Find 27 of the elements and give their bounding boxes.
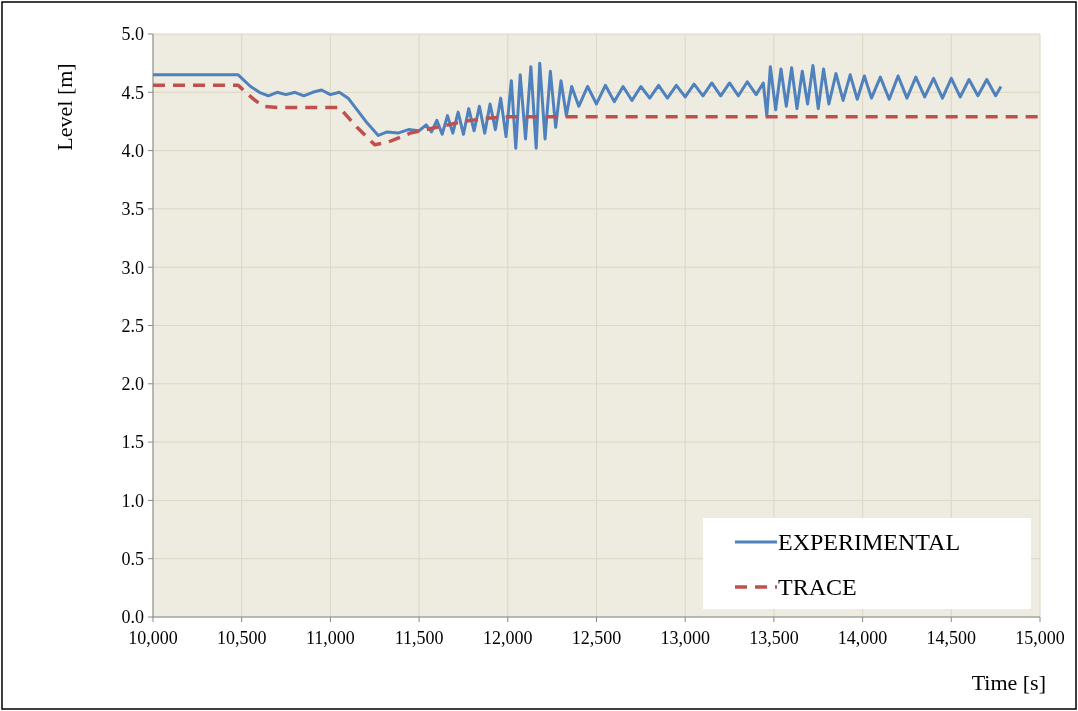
- x-tick-label: 12,500: [571, 628, 622, 648]
- y-tick-label: 3.5: [121, 199, 144, 220]
- x-tick-label: 12,000: [483, 628, 533, 648]
- y-tick-label: 1.5: [121, 432, 144, 453]
- legend-label: TRACE: [778, 574, 857, 601]
- y-tick-label: 2.5: [121, 315, 144, 336]
- y-tick-label: 4.0: [121, 140, 144, 161]
- y-tick-label: 3.0: [121, 257, 144, 278]
- y-tick-label: 4.5: [121, 82, 144, 103]
- y-tick-label: 2.0: [121, 374, 144, 395]
- y-tick-label: 0.5: [121, 549, 144, 569]
- x-tick-label: 11,000: [305, 628, 355, 648]
- x-tick-label: 10,500: [216, 628, 267, 648]
- line-series: [151, 61, 1003, 150]
- legend-label: EXPERIMENTAL: [778, 529, 961, 556]
- x-tick-label: 13,000: [660, 628, 710, 648]
- x-axis-title: Time [s]: [971, 670, 1046, 695]
- x-tick-label: 14,500: [926, 628, 977, 648]
- y-axis-title: Level [m]: [52, 63, 77, 151]
- y-tick-label: 1.0: [121, 490, 144, 511]
- x-tick-label: 15,000: [1015, 628, 1065, 648]
- y-tick-label: 5.0: [121, 24, 144, 45]
- x-tick-label: 11,500: [394, 628, 444, 648]
- x-tick-label: 14,000: [837, 628, 888, 648]
- x-tick-label: 10,000: [128, 628, 178, 648]
- y-tick-label: 0.0: [121, 607, 144, 628]
- x-tick-label: 13,500: [749, 628, 799, 648]
